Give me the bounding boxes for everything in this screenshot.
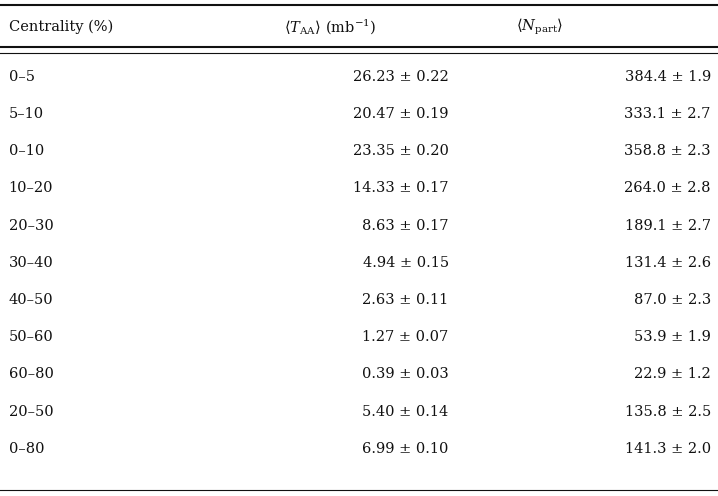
Text: 40–50: 40–50 bbox=[9, 293, 53, 307]
Text: 0–5: 0–5 bbox=[9, 70, 34, 84]
Text: 358.8 ± 2.3: 358.8 ± 2.3 bbox=[624, 144, 711, 158]
Text: $\langle T_{\rm AA}\rangle$ (mb$^{-1}$): $\langle T_{\rm AA}\rangle$ (mb$^{-1}$) bbox=[284, 18, 376, 37]
Text: 0.39 ± 0.03: 0.39 ± 0.03 bbox=[362, 368, 449, 381]
Text: 264.0 ± 2.8: 264.0 ± 2.8 bbox=[625, 182, 711, 195]
Text: 87.0 ± 2.3: 87.0 ± 2.3 bbox=[633, 293, 711, 307]
Text: Centrality (%): Centrality (%) bbox=[9, 20, 113, 35]
Text: 20–30: 20–30 bbox=[9, 219, 53, 233]
Text: 60–80: 60–80 bbox=[9, 368, 53, 381]
Text: 5.40 ± 0.14: 5.40 ± 0.14 bbox=[363, 405, 449, 419]
Text: 20–50: 20–50 bbox=[9, 405, 53, 419]
Text: 23.35 ± 0.20: 23.35 ± 0.20 bbox=[353, 144, 449, 158]
Text: 0–80: 0–80 bbox=[9, 442, 44, 456]
Text: 131.4 ± 2.6: 131.4 ± 2.6 bbox=[625, 256, 711, 270]
Text: 2.63 ± 0.11: 2.63 ± 0.11 bbox=[363, 293, 449, 307]
Text: 135.8 ± 2.5: 135.8 ± 2.5 bbox=[625, 405, 711, 419]
Text: 20.47 ± 0.19: 20.47 ± 0.19 bbox=[353, 107, 449, 121]
Text: 50–60: 50–60 bbox=[9, 330, 53, 344]
Text: $\langle N_{\rm part}\rangle$: $\langle N_{\rm part}\rangle$ bbox=[516, 17, 562, 37]
Text: 141.3 ± 2.0: 141.3 ± 2.0 bbox=[625, 442, 711, 456]
Text: 189.1 ± 2.7: 189.1 ± 2.7 bbox=[625, 219, 711, 233]
Text: 14.33 ± 0.17: 14.33 ± 0.17 bbox=[353, 182, 449, 195]
Text: 53.9 ± 1.9: 53.9 ± 1.9 bbox=[634, 330, 711, 344]
Text: 4.94 ± 0.15: 4.94 ± 0.15 bbox=[363, 256, 449, 270]
Text: 6.99 ± 0.10: 6.99 ± 0.10 bbox=[363, 442, 449, 456]
Text: 0–10: 0–10 bbox=[9, 144, 44, 158]
Text: 30–40: 30–40 bbox=[9, 256, 53, 270]
Text: 8.63 ± 0.17: 8.63 ± 0.17 bbox=[363, 219, 449, 233]
Text: 26.23 ± 0.22: 26.23 ± 0.22 bbox=[353, 70, 449, 84]
Text: 22.9 ± 1.2: 22.9 ± 1.2 bbox=[634, 368, 711, 381]
Text: 1.27 ± 0.07: 1.27 ± 0.07 bbox=[363, 330, 449, 344]
Text: 333.1 ± 2.7: 333.1 ± 2.7 bbox=[625, 107, 711, 121]
Text: 5–10: 5–10 bbox=[9, 107, 44, 121]
Text: 384.4 ± 1.9: 384.4 ± 1.9 bbox=[625, 70, 711, 84]
Text: 10–20: 10–20 bbox=[9, 182, 53, 195]
